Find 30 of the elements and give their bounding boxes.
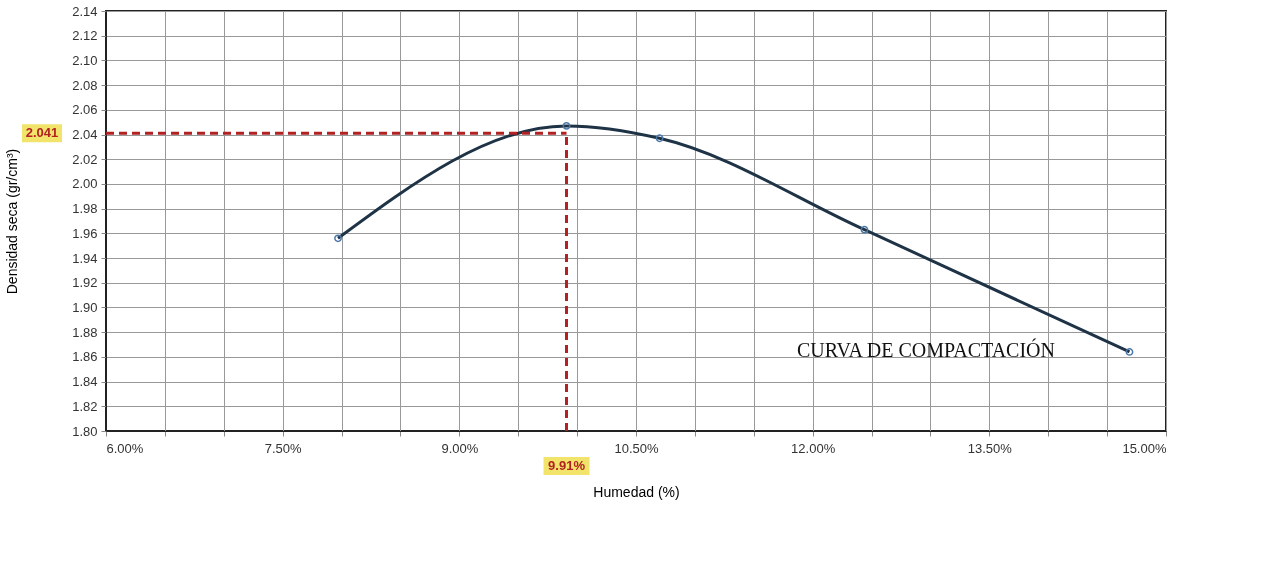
x-tick-label: 15.00% xyxy=(1122,440,1167,456)
y-axis-title: Densidad seca (gr/cm³) xyxy=(4,148,21,295)
x-tick-label: 6.00% xyxy=(106,440,144,456)
y-tick-label: 2.00 xyxy=(72,176,98,192)
y-tick-label: 1.98 xyxy=(72,201,98,217)
x-tick-label: 13.50% xyxy=(967,440,1013,456)
y-tick-label: 1.96 xyxy=(72,225,98,241)
y-tick-label: 1.94 xyxy=(72,250,98,266)
y-tick-label: 1.86 xyxy=(72,349,98,365)
y-tick-label: 1.82 xyxy=(72,398,98,414)
x-tick-label: 9.00% xyxy=(441,440,479,456)
y-tick-label: 2.10 xyxy=(72,52,98,68)
ref-line-label: 2.041 xyxy=(25,125,59,141)
x-tick-label: 7.50% xyxy=(264,440,303,456)
y-tick-label: 1.80 xyxy=(72,423,98,439)
x-tick-label: 10.50% xyxy=(614,440,659,456)
y-tick-label: 1.90 xyxy=(72,299,98,315)
x-tick-label: 12.00% xyxy=(791,440,836,456)
y-tick-label: 1.92 xyxy=(72,275,98,291)
y-tick-label: 2.14 xyxy=(72,3,98,19)
ref-line-label: 9.91% xyxy=(548,458,586,473)
annotation: CURVA DE COMPACTACIÓN xyxy=(797,338,1055,361)
y-tick-label: 2.02 xyxy=(72,151,98,167)
y-tick-label: 2.06 xyxy=(72,102,98,118)
x-axis-title: Humedad (%) xyxy=(593,483,680,500)
y-tick-label: 1.84 xyxy=(72,374,98,390)
y-tick-label: 2.04 xyxy=(72,127,98,143)
y-tick-label: 1.88 xyxy=(72,324,98,340)
y-tick-label: 2.08 xyxy=(72,77,98,93)
y-tick-label: 2.12 xyxy=(72,28,98,44)
